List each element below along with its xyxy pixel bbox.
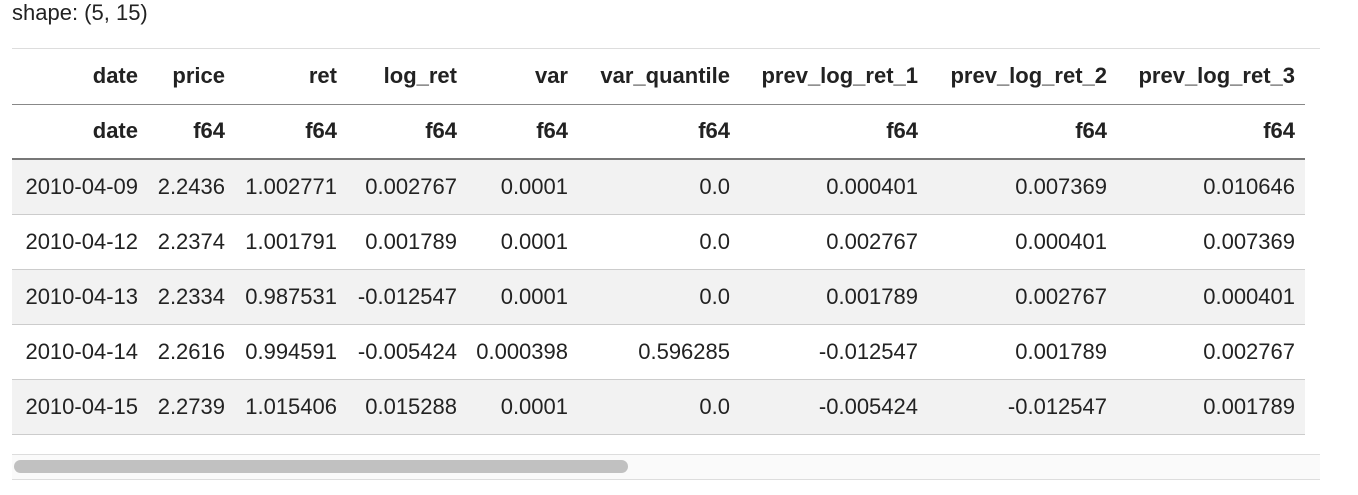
table-cell: 2.2739 bbox=[148, 379, 235, 435]
table-row: 2010-04-13 2.2334 0.987531 -0.012547 0.0001 0… bbox=[12, 269, 1305, 325]
table-cell: 0.007369 bbox=[1117, 214, 1305, 270]
table-cell: 2010-04-15 bbox=[12, 379, 148, 435]
column-dtype: f64 bbox=[928, 104, 1117, 160]
table-cell: 0.000401 bbox=[740, 159, 928, 215]
table-cell: 2010-04-13 bbox=[12, 269, 148, 325]
column-header: date bbox=[12, 49, 148, 105]
column-header: prev_log_ret_3 bbox=[1117, 49, 1305, 105]
table-cell: 0.015288 bbox=[347, 379, 467, 435]
table-cell: 1.001791 bbox=[235, 214, 347, 270]
table-row: 2010-04-09 2.2436 1.002771 0.002767 0.0001 0.… bbox=[12, 159, 1305, 215]
column-dtype: f64 bbox=[235, 104, 347, 160]
column-header: prev_log_ret_2 bbox=[928, 49, 1117, 105]
table-cell: 2010-04-09 bbox=[12, 159, 148, 215]
table-cell: 0.0 bbox=[578, 269, 740, 325]
column-header: var bbox=[467, 49, 578, 105]
header-row: date price ret log_ret var var_quantile prev_l… bbox=[12, 49, 1305, 105]
table-cell: 0.002767 bbox=[1117, 324, 1305, 380]
table-cell: -0.012547 bbox=[928, 379, 1117, 435]
table-cell: 2010-04-12 bbox=[12, 214, 148, 270]
column-header: log_ret bbox=[347, 49, 467, 105]
table-cell: 2.2334 bbox=[148, 269, 235, 325]
table-row: 2010-04-12 2.2374 1.001791 0.001789 0.0001 0.… bbox=[12, 214, 1305, 270]
column-dtype: f64 bbox=[578, 104, 740, 160]
table-cell: -0.012547 bbox=[740, 324, 928, 380]
table-cell: 0.0 bbox=[578, 214, 740, 270]
table-cell: 0.001789 bbox=[740, 269, 928, 325]
dtype-row: date f64 f64 f64 f64 f64 f64 f64 f64 bbox=[12, 104, 1305, 160]
table-container: date price ret log_ret var var_quantile prev_l… bbox=[12, 48, 1320, 435]
table-cell: 0.001789 bbox=[347, 214, 467, 270]
scrollbar[interactable] bbox=[12, 454, 1320, 480]
table-cell: 2010-04-14 bbox=[12, 324, 148, 380]
table-cell: 0.994591 bbox=[235, 324, 347, 380]
column-dtype: date bbox=[12, 104, 148, 160]
column-dtype: f64 bbox=[347, 104, 467, 160]
table-cell: 0.001789 bbox=[928, 324, 1117, 380]
column-header: prev_log_ret_1 bbox=[740, 49, 928, 105]
table-cell: -0.005424 bbox=[347, 324, 467, 380]
column-dtype: f64 bbox=[467, 104, 578, 160]
table-cell: 0.0001 bbox=[467, 379, 578, 435]
table-cell: 2.2616 bbox=[148, 324, 235, 380]
table-row: 2010-04-14 2.2616 0.994591 -0.005424 0.00039… bbox=[12, 324, 1305, 380]
data-table: date price ret log_ret var var_quantile prev_l… bbox=[12, 49, 1305, 435]
table-cell: 0.0001 bbox=[467, 214, 578, 270]
table-cell: 0.000398 bbox=[467, 324, 578, 380]
table-cell: -0.005424 bbox=[740, 379, 928, 435]
scrollbar-thumb[interactable] bbox=[14, 460, 628, 473]
table-cell: 0.002767 bbox=[928, 269, 1117, 325]
table-cell: 0.007369 bbox=[928, 159, 1117, 215]
table-cell: 0.000401 bbox=[928, 214, 1117, 270]
table-cell: 0.002767 bbox=[740, 214, 928, 270]
table-cell: 0.001789 bbox=[1117, 379, 1305, 435]
table-cell: 1.015406 bbox=[235, 379, 347, 435]
table-cell: 0.0001 bbox=[467, 269, 578, 325]
table-cell: -0.012547 bbox=[347, 269, 467, 325]
table-cell: 0.0001 bbox=[467, 159, 578, 215]
table-cell: 0.0 bbox=[578, 379, 740, 435]
table-cell: 0.000401 bbox=[1117, 269, 1305, 325]
table-cell: 2.2436 bbox=[148, 159, 235, 215]
table-row: 2010-04-15 2.2739 1.015406 0.015288 0.0001 0.… bbox=[12, 379, 1305, 435]
table-cell: 0.010646 bbox=[1117, 159, 1305, 215]
table-cell: 0.002767 bbox=[347, 159, 467, 215]
table-cell: 2.2374 bbox=[148, 214, 235, 270]
column-dtype: f64 bbox=[148, 104, 235, 160]
shape-label: shape: (5, 15) bbox=[12, 0, 148, 25]
table-cell: 0.987531 bbox=[235, 269, 347, 325]
column-header: var_quantile bbox=[578, 49, 740, 105]
table-cell: 1.002771 bbox=[235, 159, 347, 215]
table-cell: 0.0 bbox=[578, 159, 740, 215]
column-header: price bbox=[148, 49, 235, 105]
column-dtype: f64 bbox=[1117, 104, 1305, 160]
column-dtype: f64 bbox=[740, 104, 928, 160]
column-header: ret bbox=[235, 49, 347, 105]
table-cell: 0.596285 bbox=[578, 324, 740, 380]
